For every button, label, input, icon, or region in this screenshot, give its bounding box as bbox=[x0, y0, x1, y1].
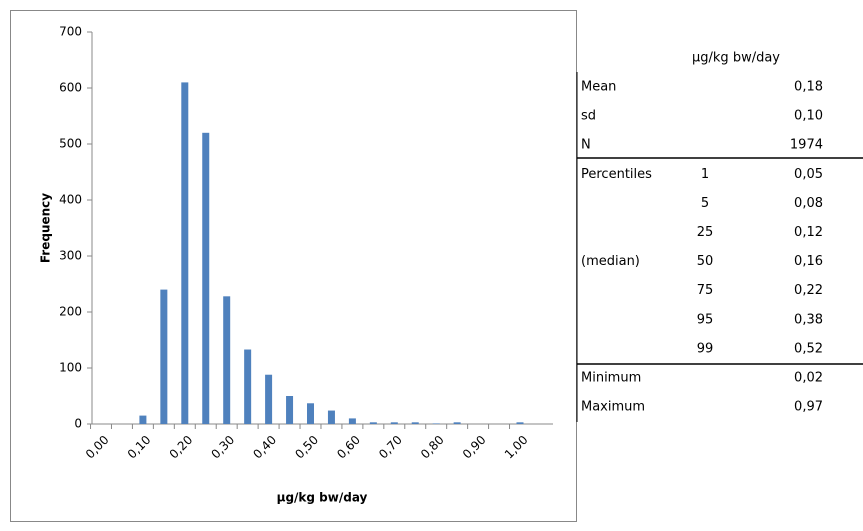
row-label: N bbox=[581, 138, 591, 153]
y-tick-label: 700 bbox=[59, 25, 82, 39]
bar bbox=[265, 374, 273, 424]
bar bbox=[390, 422, 398, 424]
row-value: 0,52 bbox=[794, 341, 823, 356]
bar bbox=[369, 422, 377, 424]
y-axis-title: Frequency bbox=[39, 193, 53, 263]
percentile: 25 bbox=[697, 225, 714, 240]
row-value: 0,22 bbox=[794, 283, 823, 298]
percentile: 5 bbox=[701, 196, 709, 211]
row-value: 0,38 bbox=[794, 312, 823, 327]
row-value: 0,97 bbox=[794, 400, 823, 415]
percentile: 99 bbox=[697, 341, 714, 356]
y-tick-label: 500 bbox=[59, 137, 82, 151]
bar bbox=[516, 422, 524, 424]
bar bbox=[202, 132, 210, 425]
row-value: 0,05 bbox=[794, 167, 823, 182]
row-label: Maximum bbox=[581, 400, 645, 415]
percentile: 50 bbox=[697, 254, 714, 269]
row-label: Percentiles bbox=[581, 167, 652, 182]
bar bbox=[181, 82, 189, 425]
row-value: 0,12 bbox=[794, 225, 823, 240]
percentile: 1 bbox=[701, 167, 709, 182]
row-value: 0,18 bbox=[794, 80, 823, 95]
y-tick-label: 300 bbox=[59, 249, 82, 263]
y-tick-label: 0 bbox=[74, 417, 82, 431]
bar bbox=[139, 415, 147, 424]
row-value: 0,02 bbox=[794, 371, 823, 386]
table-header: µg/kg bw/day bbox=[692, 51, 780, 66]
y-tick-label: 200 bbox=[59, 305, 82, 319]
percentile: 75 bbox=[697, 283, 714, 298]
row-value: 0,10 bbox=[794, 109, 823, 124]
y-tick-label: 600 bbox=[59, 81, 82, 95]
y-tick-label: 100 bbox=[59, 361, 82, 375]
row-value: 0,16 bbox=[794, 254, 823, 269]
bar bbox=[160, 289, 168, 424]
row-label: (median) bbox=[581, 254, 640, 269]
bar bbox=[453, 422, 461, 424]
bar bbox=[244, 349, 252, 424]
row-value: 0,08 bbox=[794, 196, 823, 211]
row-label: Mean bbox=[581, 80, 616, 95]
bar bbox=[286, 396, 294, 424]
chart-frame bbox=[10, 10, 577, 522]
row-label: Minimum bbox=[581, 371, 641, 386]
row-value: 1974 bbox=[790, 138, 823, 153]
percentile: 95 bbox=[697, 312, 714, 327]
bar bbox=[327, 410, 335, 424]
bar bbox=[432, 423, 440, 424]
y-tick-label: 400 bbox=[59, 193, 82, 207]
row-label: sd bbox=[581, 109, 596, 124]
bar bbox=[307, 403, 314, 424]
bar bbox=[223, 296, 231, 424]
bar bbox=[411, 422, 419, 424]
x-axis-title: µg/kg bw/day bbox=[277, 491, 368, 505]
bar bbox=[348, 418, 356, 424]
